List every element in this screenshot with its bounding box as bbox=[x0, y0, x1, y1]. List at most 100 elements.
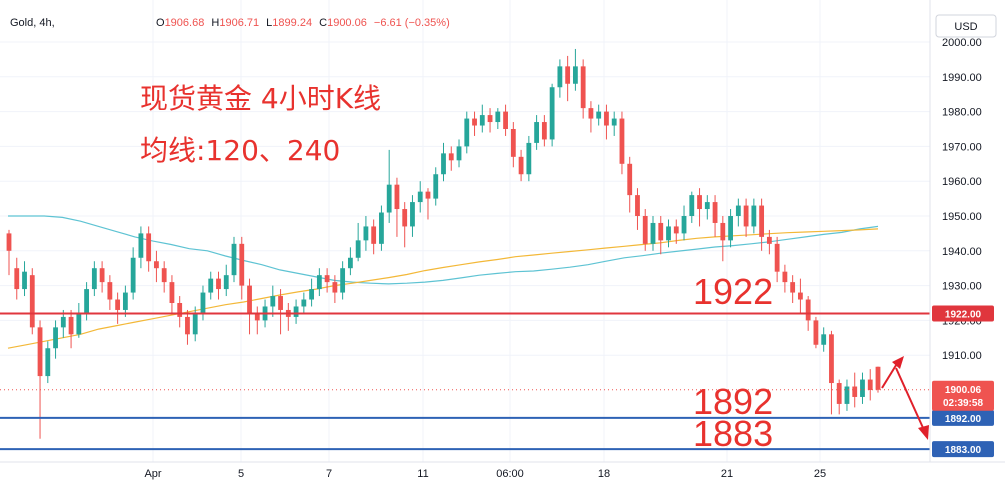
candle-body bbox=[332, 282, 338, 293]
candle-body bbox=[76, 313, 82, 335]
candle-body bbox=[751, 205, 757, 227]
candle-body bbox=[231, 243, 237, 276]
candle-body bbox=[107, 282, 113, 300]
price-tick-label: 1930.00 bbox=[942, 281, 982, 293]
symbol-label: Gold, 4h, bbox=[10, 17, 55, 29]
currency-button[interactable] bbox=[935, 14, 997, 38]
candle-body bbox=[130, 257, 136, 293]
candle-body bbox=[479, 115, 485, 126]
candle-body bbox=[673, 226, 679, 234]
candle-body bbox=[29, 275, 35, 328]
tag-1922-bg bbox=[932, 305, 994, 322]
candle-body bbox=[316, 275, 322, 290]
candle-body bbox=[456, 146, 462, 161]
candle-body bbox=[254, 313, 260, 321]
time-tick-label: 18 bbox=[598, 468, 610, 480]
candle-body bbox=[37, 327, 43, 377]
current-price-tag: 1900.06 bbox=[945, 385, 982, 396]
low-label: L bbox=[266, 17, 272, 29]
time-tick-label: 7 bbox=[326, 468, 332, 480]
tag-1892-bg bbox=[932, 409, 994, 426]
time-tick-label: Apr bbox=[144, 468, 161, 480]
candle-body bbox=[821, 334, 827, 345]
time-tick-label: 5 bbox=[238, 468, 244, 480]
price-tick-label: 1980.00 bbox=[942, 107, 982, 119]
candle-body bbox=[417, 191, 423, 203]
countdown-tag: 02:39:58 bbox=[943, 398, 983, 409]
current-price-tag-bg bbox=[932, 380, 994, 411]
candle-body bbox=[720, 222, 726, 241]
candle-body bbox=[487, 115, 493, 123]
candle-body bbox=[347, 257, 353, 269]
ma240-line bbox=[7, 228, 879, 349]
candle-body bbox=[68, 316, 74, 335]
candle-body bbox=[324, 275, 330, 283]
candle-body bbox=[650, 222, 656, 244]
candle-body bbox=[208, 278, 214, 293]
candle-body bbox=[503, 111, 508, 129]
candle-body bbox=[309, 289, 315, 300]
candle-body bbox=[627, 163, 633, 196]
candle-body bbox=[860, 379, 865, 397]
candle-body bbox=[45, 348, 51, 377]
candle-body bbox=[704, 202, 710, 210]
candle-body bbox=[441, 153, 446, 175]
candle-body bbox=[735, 205, 741, 216]
candle-body bbox=[526, 142, 532, 175]
candle-body bbox=[60, 316, 66, 328]
candle-body bbox=[200, 292, 206, 314]
candle-body bbox=[154, 261, 159, 269]
currency-label: USD bbox=[954, 21, 977, 33]
candle-body bbox=[557, 66, 563, 88]
candle-body bbox=[829, 334, 834, 384]
candle-body bbox=[379, 212, 384, 244]
candle-body bbox=[146, 233, 152, 262]
change-value: −6.61 (−0.35%) bbox=[374, 17, 450, 29]
close-value: 1900.06 bbox=[327, 17, 367, 29]
candle-body bbox=[6, 233, 12, 251]
price-tick-label: 1910.00 bbox=[942, 350, 982, 362]
time-tick-label: 21 bbox=[721, 468, 733, 480]
candle-body bbox=[658, 222, 664, 241]
candle-body bbox=[867, 379, 873, 390]
candle-body bbox=[169, 282, 175, 303]
annotation-1892: 1892 bbox=[693, 381, 773, 422]
time-axis[interactable] bbox=[0, 463, 930, 491]
price-axis-ticks: 2000.00 1990.00 1980.00 1970.00 1960.00 1950.… bbox=[942, 37, 982, 362]
price-tick-label: 1970.00 bbox=[942, 141, 982, 153]
tag-1883: 1883.00 bbox=[945, 445, 982, 456]
candle-body bbox=[712, 202, 718, 223]
candle-body bbox=[541, 122, 547, 140]
candle-body bbox=[689, 195, 695, 216]
candle-body bbox=[177, 303, 183, 317]
ohlc-legend: Gold, 4h, O1906.68 H1906.71 L1899.24 C19… bbox=[10, 17, 450, 29]
price-tick-label: 1940.00 bbox=[942, 246, 982, 258]
candle-body bbox=[580, 66, 586, 109]
tag-1883-bg bbox=[932, 441, 994, 458]
candle-body bbox=[394, 184, 400, 210]
candle-body bbox=[402, 209, 408, 227]
candles bbox=[6, 48, 881, 439]
close-label: C bbox=[319, 17, 327, 29]
candle-body bbox=[216, 278, 221, 290]
candle-body bbox=[340, 268, 346, 293]
candle-body bbox=[22, 271, 27, 290]
candle-body bbox=[611, 118, 617, 126]
candle-body bbox=[588, 108, 594, 119]
candle-body bbox=[619, 118, 625, 164]
candle-body bbox=[642, 216, 648, 244]
annotation-title: 现货黄金 4小时K线 bbox=[140, 82, 381, 115]
time-tick-label: 11 bbox=[417, 468, 428, 480]
candle-body bbox=[635, 195, 640, 216]
candle-body bbox=[743, 205, 749, 227]
tag-1892: 1892.00 bbox=[945, 414, 982, 425]
price-tick-label: 2000.00 bbox=[942, 37, 982, 49]
candle-body bbox=[293, 306, 299, 317]
plot-area[interactable] bbox=[0, 0, 930, 462]
candle-body bbox=[728, 216, 733, 241]
candle-body bbox=[572, 66, 578, 84]
candle-body bbox=[363, 226, 369, 241]
candle-body bbox=[192, 313, 198, 335]
price-tags: 1922.00 1892.00 1883.00 1900.06 02:39:58 bbox=[932, 305, 994, 458]
